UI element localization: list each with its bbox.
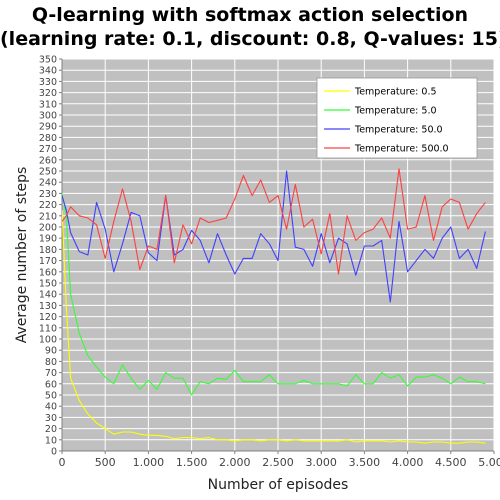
y-tick-label: 20: [45, 424, 57, 435]
y-tick-label: 290: [39, 122, 57, 133]
y-tick-label: 330: [39, 77, 57, 88]
chart-title: Q-learning with softmax action selection: [31, 4, 469, 26]
y-tick-label: 300: [39, 111, 57, 122]
y-tick-label: 260: [39, 155, 57, 166]
y-tick-label: 190: [39, 234, 57, 245]
legend-label: Temperature: 5.0: [354, 106, 437, 117]
y-tick-label: 210: [39, 211, 57, 222]
x-tick-label: 3.000: [305, 456, 337, 469]
y-tick-label: 70: [45, 368, 57, 379]
y-tick-label: 110: [39, 323, 57, 334]
y-tick-label: 220: [39, 200, 57, 211]
y-tick-label: 100: [39, 335, 57, 346]
series-line-2: [62, 170, 486, 303]
series-line-3: [62, 168, 486, 275]
y-tick-label: 170: [39, 256, 57, 267]
y-tick-label: 280: [39, 133, 57, 144]
y-tick-label: 40: [45, 402, 57, 413]
x-tick-label: 2.000: [219, 456, 251, 469]
y-tick-label: 160: [39, 267, 57, 278]
y-tick-label: 90: [45, 346, 57, 357]
y-tick-label: 200: [39, 223, 57, 234]
y-axis-label: Average number of steps: [14, 167, 30, 344]
x-tick-label: 3.500: [349, 456, 381, 469]
y-tick-label: 140: [39, 290, 57, 301]
y-tick-label: 340: [39, 66, 57, 77]
y-tick-label: 120: [39, 312, 57, 323]
y-tick-label: 130: [39, 301, 57, 312]
series-line-1: [62, 193, 486, 396]
x-tick-label: 4.500: [435, 456, 467, 469]
series-line-0: [62, 210, 486, 444]
x-tick-label: 500: [95, 456, 116, 469]
legend-label: Temperature: 500.0: [354, 144, 449, 155]
y-tick-label: 50: [45, 391, 57, 402]
y-tick-label: 150: [39, 279, 57, 290]
chart-subtitle: (learning rate: 0.1, discount: 0.8, Q-va…: [0, 28, 500, 50]
y-tick-label: 250: [39, 167, 57, 178]
x-tick-label: 5.000: [478, 456, 500, 469]
y-tick-label: 10: [45, 435, 57, 446]
x-tick-label: 4.000: [392, 456, 424, 469]
y-tick-label: 310: [39, 99, 57, 110]
y-tick-label: 320: [39, 88, 57, 99]
legend-label: Temperature: 0.5: [354, 87, 437, 98]
x-tick-label: 1.000: [133, 456, 165, 469]
y-tick-label: 180: [39, 245, 57, 256]
legend-label: Temperature: 50.0: [354, 125, 443, 136]
x-axis-label: Number of episodes: [208, 477, 349, 493]
y-tick-label: 270: [39, 144, 57, 155]
y-tick-label: 0: [51, 447, 57, 458]
y-tick-label: 350: [39, 55, 57, 66]
x-tick-label: 0: [59, 456, 66, 469]
y-tick-label: 30: [45, 413, 57, 424]
y-tick-label: 80: [45, 357, 57, 368]
x-tick-label: 2.500: [262, 456, 294, 469]
y-tick-label: 230: [39, 189, 57, 200]
y-tick-label: 240: [39, 178, 57, 189]
y-tick-label: 60: [45, 379, 57, 390]
x-tick-label: 1.500: [176, 456, 208, 469]
